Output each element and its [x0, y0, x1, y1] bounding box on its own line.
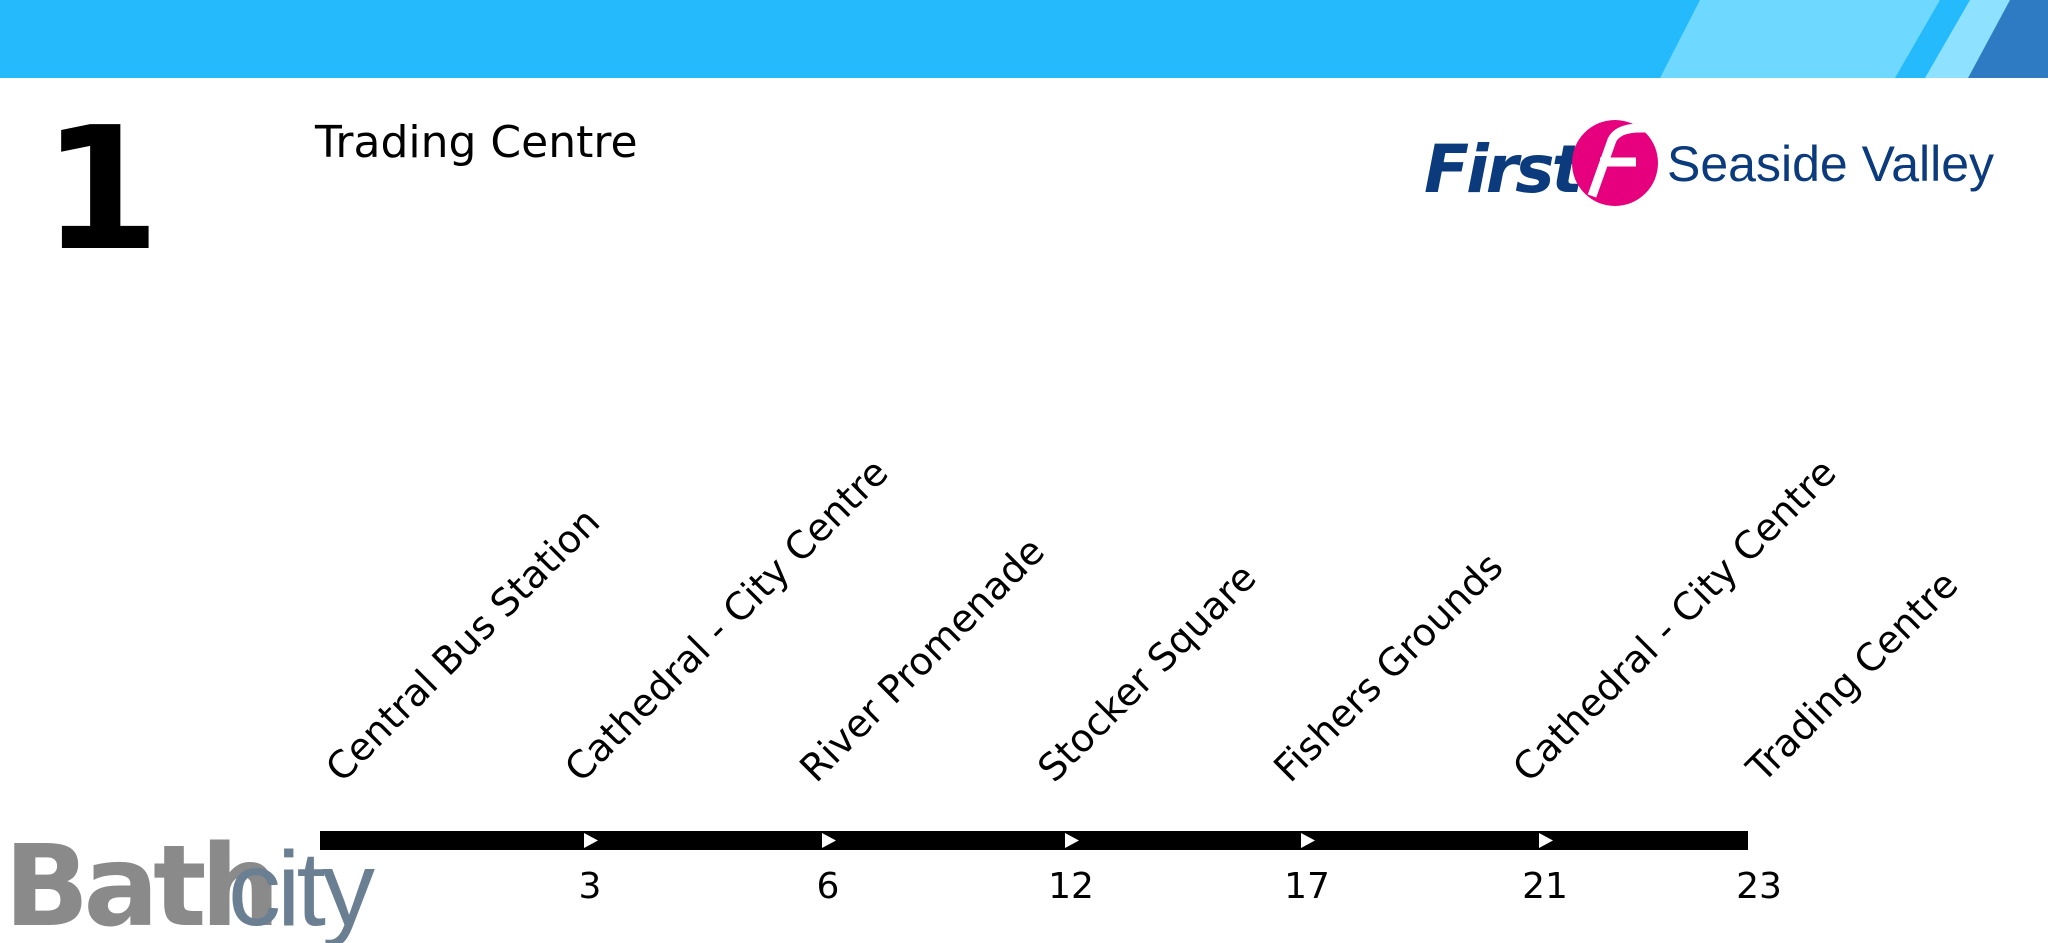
- stop-name: Trading Centre: [1738, 562, 1967, 791]
- city-logo: Bath city: [4, 822, 379, 943]
- stop-marker: [822, 833, 836, 848]
- operator-region: Seaside Valley: [1667, 136, 1994, 192]
- stop-name: Central Bus Station: [317, 499, 608, 790]
- city-logo-part1: Bath: [4, 822, 274, 943]
- stop-time: 23: [1736, 866, 1782, 907]
- route-line: [320, 831, 1748, 850]
- stop-time: 17: [1284, 866, 1330, 907]
- header-bar: [0, 0, 2048, 78]
- city-logo-part2: city: [228, 830, 375, 943]
- stop-marker: [1301, 833, 1315, 848]
- stop-name: Stocker Square: [1029, 555, 1264, 790]
- stop-name: Fishers Grounds: [1265, 544, 1511, 790]
- stop-time: 6: [817, 866, 840, 907]
- stop-time: 3: [579, 866, 602, 907]
- operator-logo: First Seaside Valley: [1424, 120, 1994, 208]
- route-destination: Trading Centre: [314, 117, 638, 168]
- stop-time: 12: [1048, 866, 1094, 907]
- stop-marker: [1539, 833, 1553, 848]
- operator-brand: First: [1424, 131, 1586, 208]
- stop-name: River Promenade: [791, 529, 1053, 791]
- stop-time: 21: [1522, 866, 1568, 907]
- stop-marker: [1065, 833, 1079, 848]
- stop-marker: [584, 833, 598, 848]
- route-number: 1: [42, 91, 160, 289]
- brand-symbol-f: [1587, 123, 1652, 198]
